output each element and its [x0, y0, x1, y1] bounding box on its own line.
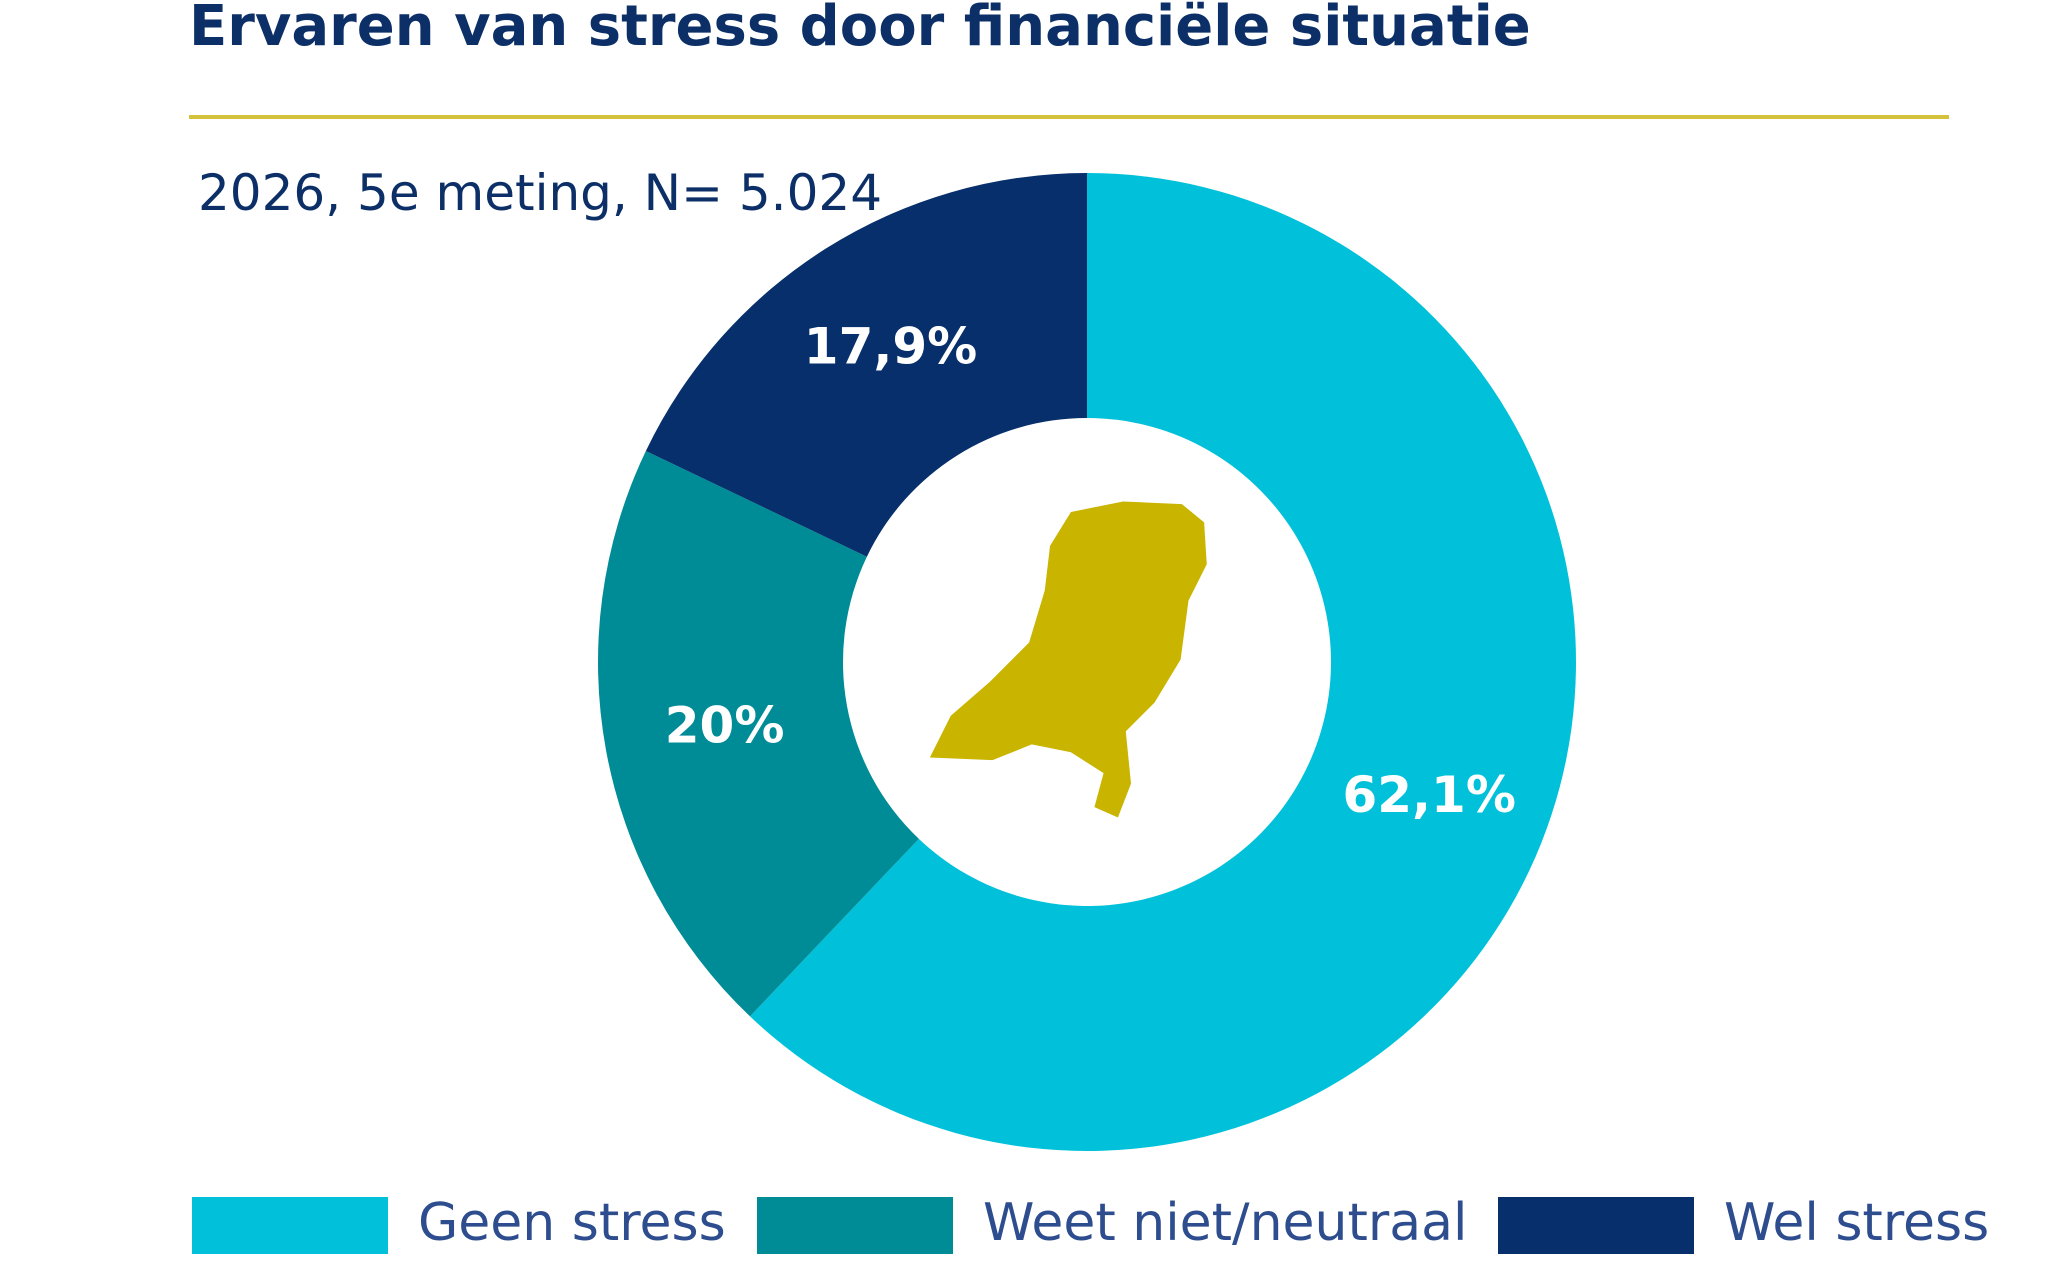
legend-label: Geen stress: [418, 1193, 726, 1253]
legend-swatch: [192, 1197, 388, 1254]
value-label: 62,1%: [1342, 766, 1515, 824]
legend-swatch: [757, 1197, 953, 1254]
chart-subtitle: 2026, 5e meting, N= 5.024: [198, 164, 882, 222]
netherlands-map: [929, 501, 1207, 818]
legend-swatch: [1498, 1197, 1694, 1254]
chart-title: Ervaren van stress door financiële situa…: [189, 0, 1531, 59]
legend: Geen stress Weet niet/neutraal Wel stress: [192, 1193, 1989, 1254]
legend-label: Weet niet/neutraal: [983, 1193, 1467, 1253]
wedge: [597, 451, 919, 1017]
value-label: 20%: [665, 696, 785, 754]
value-label: 17,9%: [804, 318, 977, 376]
legend-label: Wel stress: [1724, 1193, 1989, 1253]
donut: 62,1% 20% 17,9%: [597, 173, 1576, 1151]
wedge: [645, 173, 1087, 557]
wedge: [750, 173, 1576, 1151]
